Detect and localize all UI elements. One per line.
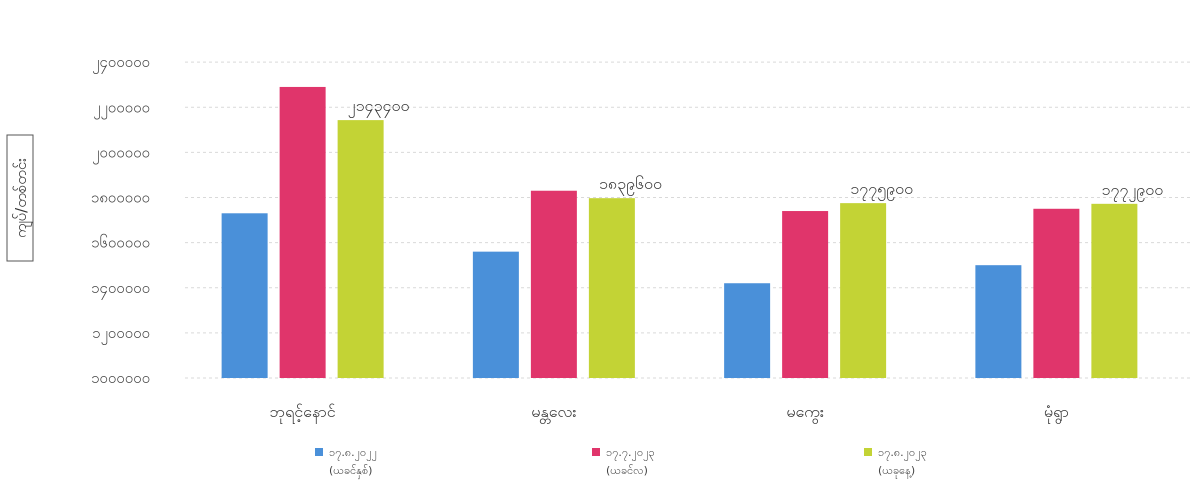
y-tick-label: ၁၆၀၀၀၀၀ <box>91 234 150 252</box>
legend-label: ၁၇.၇.၂၀၂၃ <box>606 446 655 461</box>
legend-swatch <box>315 448 323 456</box>
y-tick-label: ၁၀၀၀၀၀၀ <box>91 369 150 387</box>
y-axis-ticks: ၁၀၀၀၀၀၀ ၁၂၀၀၀၀၀ ၁၄၀၀၀၀၀ ၁၆၀၀၀၀၀ ၁၈၀၀၀၀၀ ၂၀၀၀၀… <box>91 53 150 387</box>
bar <box>337 120 384 378</box>
x-axis-categories: ဘုရင့်နောင် မန္တလေး မကွေး မုံရွာ <box>270 402 1069 424</box>
legend-sublabel: (ယခုနေ့) <box>878 464 915 479</box>
category-label: မကွေး <box>786 402 824 424</box>
y-tick-label: ၂၀၀၀၀၀၀ <box>92 143 150 164</box>
bar <box>221 213 268 378</box>
category-label: မန္တလေး <box>531 402 576 424</box>
bar <box>588 198 635 378</box>
y-tick-label: ၁၈၀၀၀၀၀ <box>91 189 150 207</box>
category-label: ဘုရင့်နောင် <box>270 402 336 424</box>
bar <box>472 251 519 378</box>
bar <box>840 203 887 378</box>
y-tick-label: ၂၂၀၀၀၀၀ <box>93 98 150 119</box>
y-tick-label: ၁၄၀၀၀၀၀ <box>91 279 150 300</box>
legend-swatch <box>864 448 872 456</box>
legend: ၁၇.၈.၂၀၂၂ (ယခင်နှစ်) ၁၇.၇.၂၀၂၃ (ယခင်လ) ၁၇.၈.… <box>315 446 927 479</box>
legend-swatch <box>592 448 600 456</box>
data-label: ၁၈၃၉၆၀၀ <box>599 174 662 196</box>
y-tick-label: ၁၂၀၀၀၀၀ <box>92 324 150 345</box>
legend-label: ၁၇.၈.၂၀၂၂ <box>329 446 377 461</box>
bar <box>782 211 829 378</box>
bar <box>279 86 326 378</box>
bar <box>724 283 771 378</box>
bar <box>975 265 1022 378</box>
y-axis-title-group: ကျပ်/တစ်တင်း <box>6 134 34 262</box>
category-label: မုံရွာ <box>1044 402 1069 424</box>
bars <box>221 86 1138 378</box>
y-axis-title: ကျပ်/တစ်တင်း <box>12 158 33 238</box>
legend-sublabel: (ယခင်လ) <box>606 464 648 477</box>
data-label: ၂၁၄၃၄၀၀ <box>348 96 410 118</box>
data-label: ၁၇၇၅၉၀၀ <box>850 179 913 201</box>
bar <box>1033 208 1080 378</box>
legend-label: ၁၇.၈.၂၀၂၃ <box>878 446 927 461</box>
legend-sublabel: (ယခင်နှစ်) <box>329 464 372 479</box>
y-tick-label: ၂၄၀၀၀၀၀ <box>92 53 150 74</box>
bar <box>1091 203 1138 378</box>
bar <box>530 190 577 378</box>
data-label: ၁၇၇၂၉၀၀ <box>1101 180 1163 202</box>
